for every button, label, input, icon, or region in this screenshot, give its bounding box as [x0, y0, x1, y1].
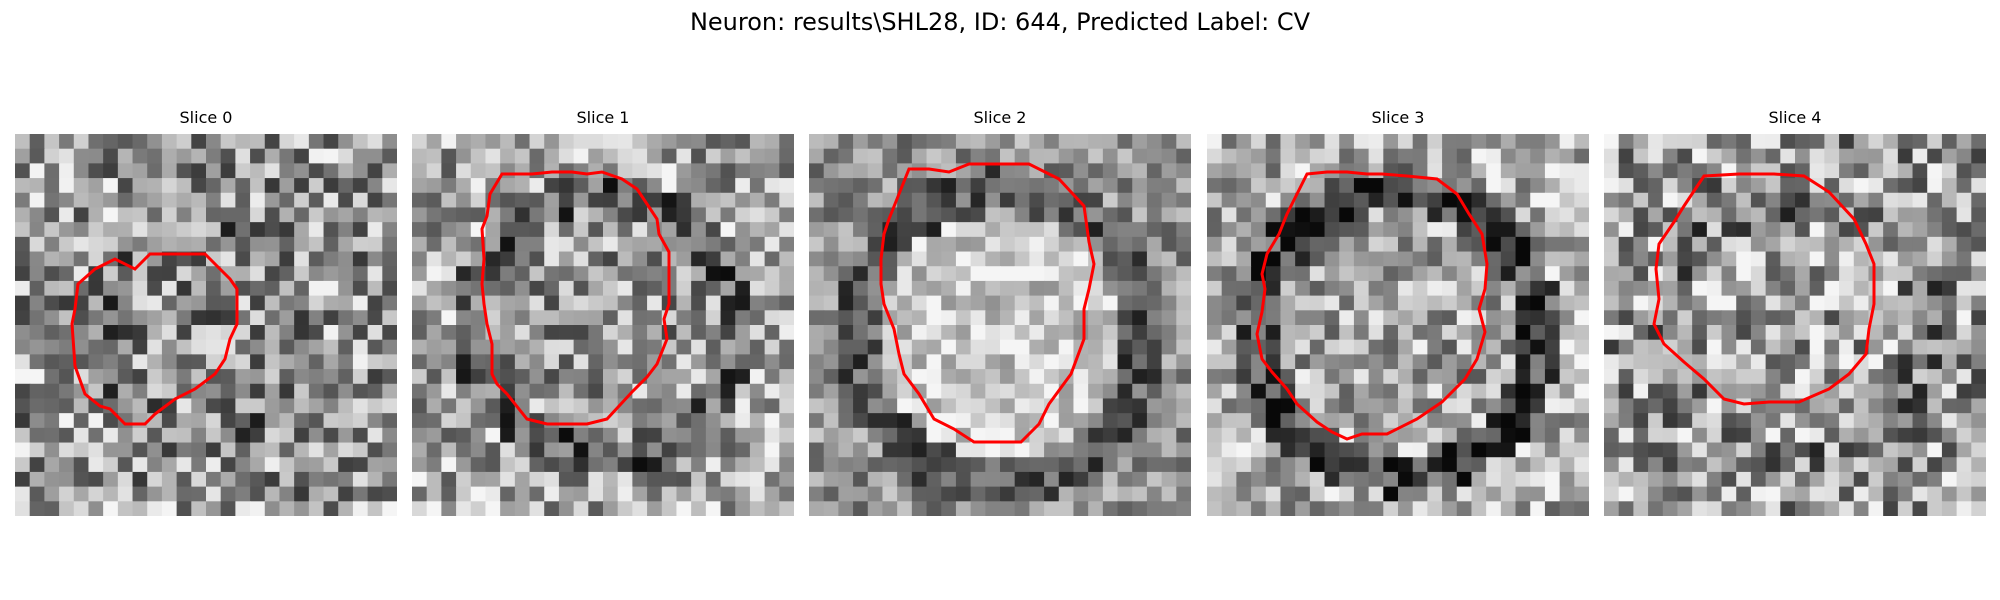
slice-title-1: Slice 1 [576, 108, 630, 127]
pixel-grid [15, 134, 397, 516]
slice-panel-3: Slice 3 [1207, 108, 1589, 516]
slice-image-4 [1604, 134, 1986, 516]
slice-title-3: Slice 3 [1371, 108, 1425, 127]
slice-image-3 [1207, 134, 1589, 516]
slice-title-4: Slice 4 [1768, 108, 1822, 127]
segmentation-contour [480, 170, 671, 426]
slice-panel-1: Slice 1 [412, 108, 794, 516]
segmentation-contour [1255, 170, 1489, 441]
slice-title-0: Slice 0 [179, 108, 233, 127]
slice-image-1 [412, 134, 794, 516]
segmentation-contour [879, 162, 1096, 444]
slice-image-2 [809, 134, 1191, 516]
pixel-grid [412, 134, 794, 516]
slice-title-2: Slice 2 [973, 108, 1027, 127]
slice-image-0 [15, 134, 397, 516]
figure-title: Neuron: results\SHL28, ID: 644, Predicte… [689, 8, 1311, 36]
segmentation-contour [1652, 172, 1876, 406]
pixel-grid [809, 134, 1191, 516]
pixel-grid [1604, 134, 1986, 516]
pixel-grid [1207, 134, 1589, 516]
slice-panel-4: Slice 4 [1604, 108, 1986, 516]
segmentation-contour [70, 252, 239, 426]
slice-panel-2: Slice 2 [809, 108, 1191, 516]
slice-panel-0: Slice 0 [15, 108, 397, 516]
